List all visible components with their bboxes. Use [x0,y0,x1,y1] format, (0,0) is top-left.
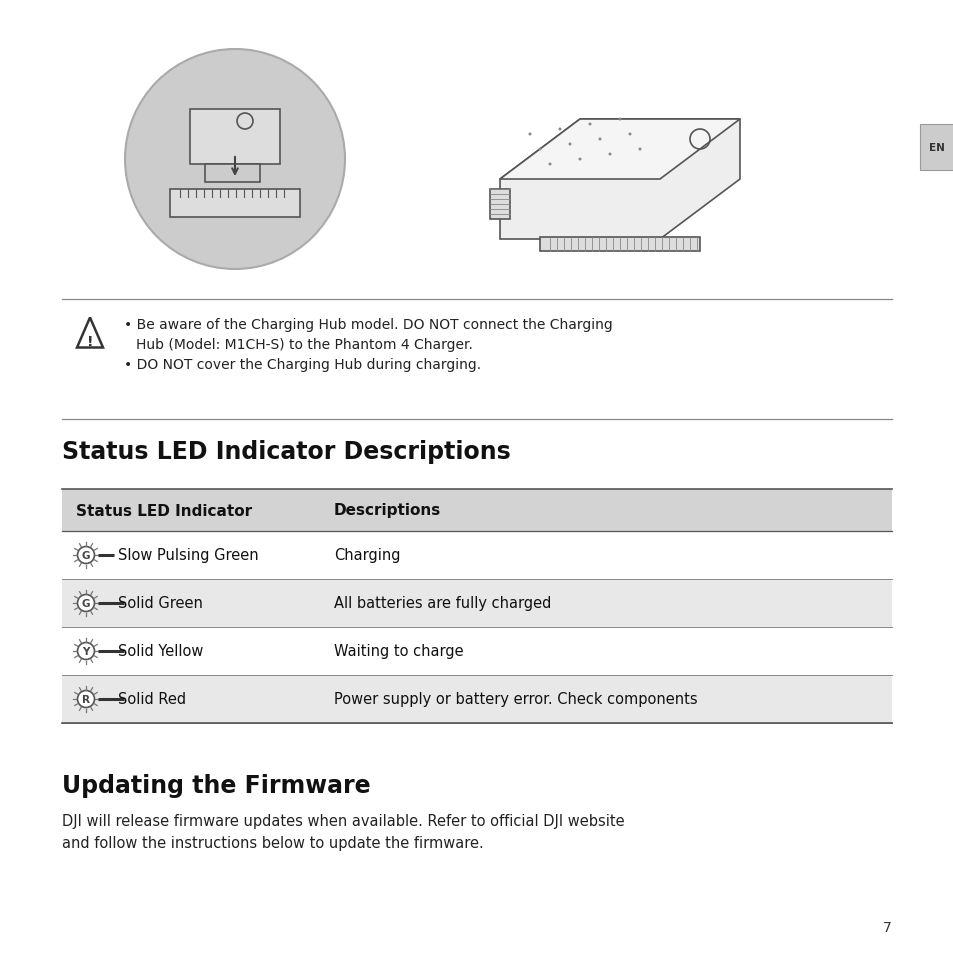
Text: R: R [82,695,90,704]
Text: Solid Yellow: Solid Yellow [118,644,203,659]
Text: All batteries are fully charged: All batteries are fully charged [334,596,551,611]
Text: !: ! [87,335,93,349]
Text: Solid Red: Solid Red [118,692,186,707]
Circle shape [598,138,601,141]
Text: Slow Pulsing Green: Slow Pulsing Green [118,548,258,563]
Circle shape [568,143,571,147]
Circle shape [548,163,551,167]
Text: Status LED Indicator Descriptions: Status LED Indicator Descriptions [62,439,510,463]
Text: Charging: Charging [334,548,400,563]
FancyBboxPatch shape [62,490,891,532]
Text: Status LED Indicator: Status LED Indicator [76,503,252,518]
Polygon shape [499,120,740,240]
Circle shape [558,129,561,132]
Circle shape [77,595,94,612]
FancyBboxPatch shape [62,676,891,723]
Circle shape [588,123,591,127]
FancyBboxPatch shape [919,125,953,171]
Circle shape [528,133,531,136]
Circle shape [638,149,640,152]
Circle shape [618,118,620,121]
Text: Y: Y [82,646,90,657]
Text: Hub (Model: M1CH-S) to the Phantom 4 Charger.: Hub (Model: M1CH-S) to the Phantom 4 Cha… [136,337,473,352]
FancyBboxPatch shape [205,165,260,183]
Circle shape [77,547,94,564]
Text: • Be aware of the Charging Hub model. DO NOT connect the Charging: • Be aware of the Charging Hub model. DO… [124,317,612,332]
Circle shape [77,643,94,659]
FancyBboxPatch shape [170,190,299,218]
Polygon shape [499,120,740,180]
Text: Solid Green: Solid Green [118,596,203,611]
Text: Waiting to charge: Waiting to charge [334,644,463,659]
Circle shape [125,50,345,270]
FancyBboxPatch shape [539,237,700,252]
Text: Updating the Firmware: Updating the Firmware [62,773,370,797]
FancyBboxPatch shape [490,190,510,220]
Circle shape [608,153,611,156]
Text: • DO NOT cover the Charging Hub during charging.: • DO NOT cover the Charging Hub during c… [124,357,480,372]
FancyBboxPatch shape [62,579,891,627]
FancyBboxPatch shape [62,532,891,579]
Text: and follow the instructions below to update the firmware.: and follow the instructions below to upd… [62,835,483,850]
Text: EN: EN [928,143,944,152]
FancyBboxPatch shape [62,627,891,676]
Circle shape [578,158,581,161]
Text: Power supply or battery error. Check components: Power supply or battery error. Check com… [334,692,697,707]
Circle shape [537,149,541,152]
Text: G: G [82,598,91,608]
Text: DJI will release firmware updates when available. Refer to official DJI website: DJI will release firmware updates when a… [62,813,624,828]
Circle shape [628,133,631,136]
Text: Descriptions: Descriptions [334,503,441,518]
Text: G: G [82,551,91,560]
Text: 7: 7 [882,920,891,934]
Circle shape [77,691,94,708]
FancyBboxPatch shape [190,110,280,165]
